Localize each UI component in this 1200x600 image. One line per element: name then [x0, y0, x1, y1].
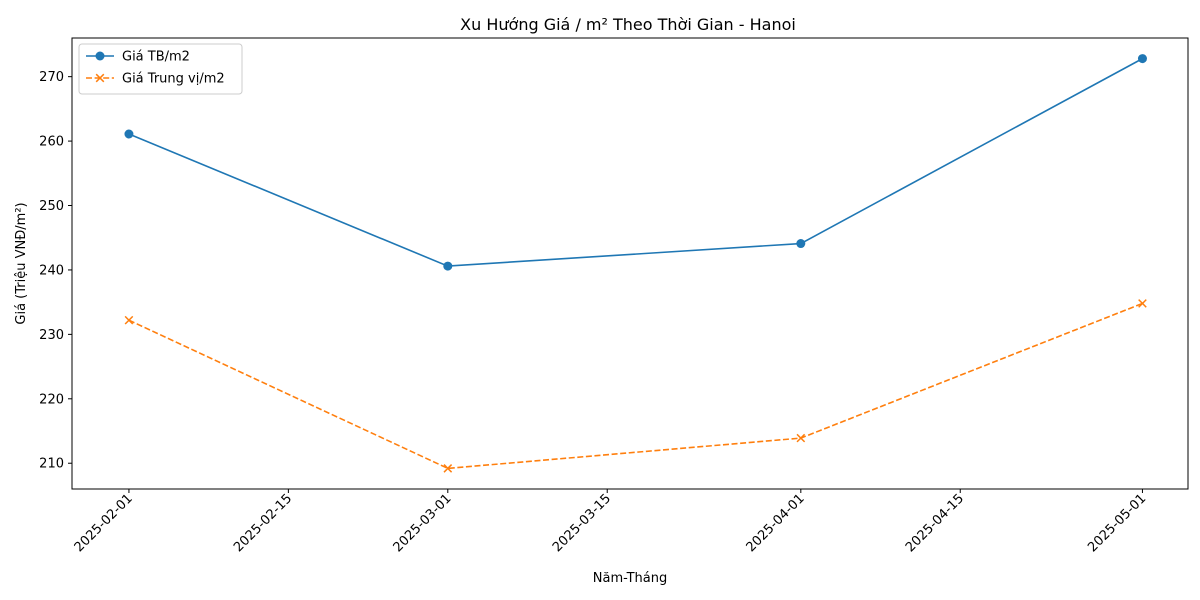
legend-label-1: Giá TB/m2	[122, 50, 190, 65]
x-tick-label: 2025-02-01	[72, 491, 136, 555]
series-1-point	[443, 261, 453, 271]
y-tick-label: 250	[39, 199, 64, 214]
series-2-point	[124, 315, 134, 325]
legend: Giá TB/m2 Giá Trung vị/m2	[78, 43, 243, 95]
marker-x-stroke	[1138, 299, 1147, 308]
marker-x-stroke	[443, 464, 453, 473]
series-1-point	[124, 129, 134, 139]
x-tick-label: 2025-04-01	[744, 491, 808, 555]
series-line-1	[128, 57, 1143, 267]
series-1-point	[796, 239, 806, 249]
y-tick-label: 210	[39, 457, 64, 472]
legend-marker-2	[95, 73, 105, 83]
axes: 210 220 230 240 250 260 270 2025-02-01 2025-02-1…	[39, 70, 1149, 555]
marker-x-stroke	[796, 433, 806, 443]
legend-marker-1	[95, 51, 105, 61]
series-line-2	[128, 302, 1143, 470]
legend-label-2: Giá Trung vị/m2	[122, 72, 225, 87]
legend-box	[78, 43, 243, 95]
series-1-point	[1137, 54, 1147, 64]
y-tick-label: 230	[39, 328, 64, 343]
series-2-point	[796, 433, 806, 443]
series-2-point	[1138, 299, 1147, 308]
y-tick-label: 240	[39, 263, 64, 278]
marker-x-stroke	[124, 315, 134, 325]
marker-x-stroke	[95, 73, 105, 83]
y-tick-label: 220	[39, 392, 64, 407]
x-axis-label: Năm-Tháng	[593, 571, 668, 586]
y-tick-label: 270	[39, 70, 64, 85]
x-tick-label: 2025-03-01	[391, 491, 455, 555]
x-tick-label: 2025-03-15	[550, 491, 614, 555]
series-2-point	[443, 464, 453, 473]
plot-frame	[71, 37, 1189, 490]
chart-title: Xu Hướng Giá / m² Theo Thời Gian - Hanoi	[460, 15, 796, 34]
x-tick-label: 2025-05-01	[1085, 491, 1149, 555]
y-axis-label: Giá (Triệu VNĐ/m²)	[14, 202, 29, 324]
x-tick-label: 2025-02-15	[231, 491, 295, 555]
plot-series	[124, 54, 1147, 473]
y-tick-label: 260	[39, 135, 64, 150]
x-tick-label: 2025-04-15	[903, 491, 967, 555]
